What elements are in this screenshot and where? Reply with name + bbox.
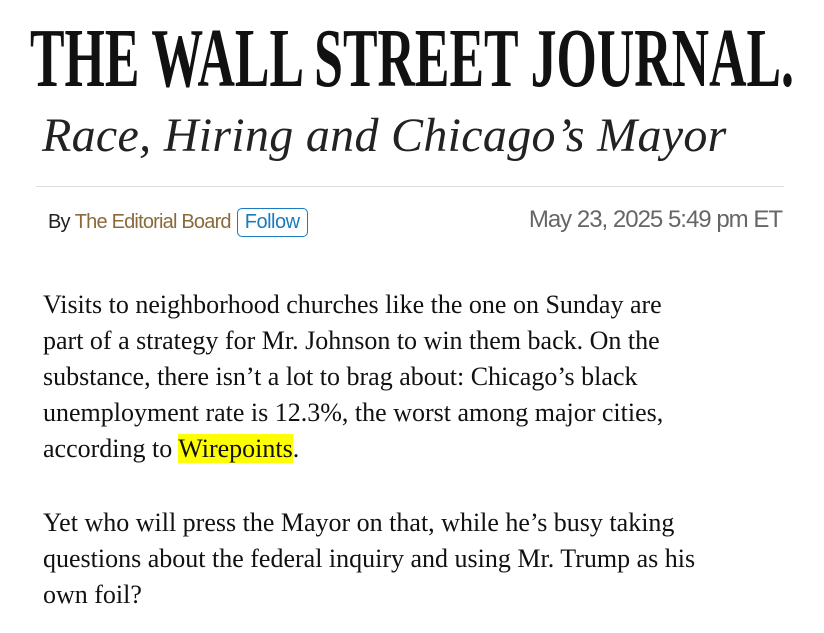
text-line: Visits to neighborhood churches like the… — [43, 290, 662, 319]
masthead-text: THE WALL STREET JOURNAL. — [30, 12, 794, 98]
text-line: questions about the federal inquiry and … — [43, 544, 696, 573]
follow-button[interactable]: Follow — [236, 208, 308, 237]
text-line: substance, there isn’t a lot to brag abo… — [43, 362, 638, 391]
divider — [36, 186, 784, 187]
text-fragment: according to — [43, 434, 179, 463]
text-fragment: . — [292, 434, 300, 463]
byline: By The Editorial Board Follow — [48, 208, 308, 237]
masthead-svg: THE WALL STREET JOURNAL. — [30, 12, 794, 98]
text-line: Yet who will press the Mayor on that, wh… — [43, 508, 675, 537]
text-line: unemployment rate is 12.3%, the worst am… — [43, 398, 664, 427]
text-line: according to Wirepoints. — [43, 431, 813, 467]
wsj-logo[interactable]: THE WALL STREET JOURNAL. — [28, 8, 798, 98]
article-paragraph: Visits to neighborhood churches like the… — [43, 287, 813, 467]
article-headline: Race, Hiring and Chicago’s Mayor — [42, 109, 727, 162]
article-paragraph: Yet who will press the Mayor on that, wh… — [43, 505, 813, 613]
author-link[interactable]: The Editorial Board — [74, 211, 232, 233]
wirepoints-link[interactable]: Wirepoints — [178, 434, 293, 463]
text-line: own foil? — [43, 580, 142, 609]
byline-by: By — [48, 211, 71, 233]
publish-date: May 23, 2025 5:49 pm ET — [528, 206, 783, 233]
text-line: part of a strategy for Mr. Johnson to wi… — [43, 326, 660, 355]
